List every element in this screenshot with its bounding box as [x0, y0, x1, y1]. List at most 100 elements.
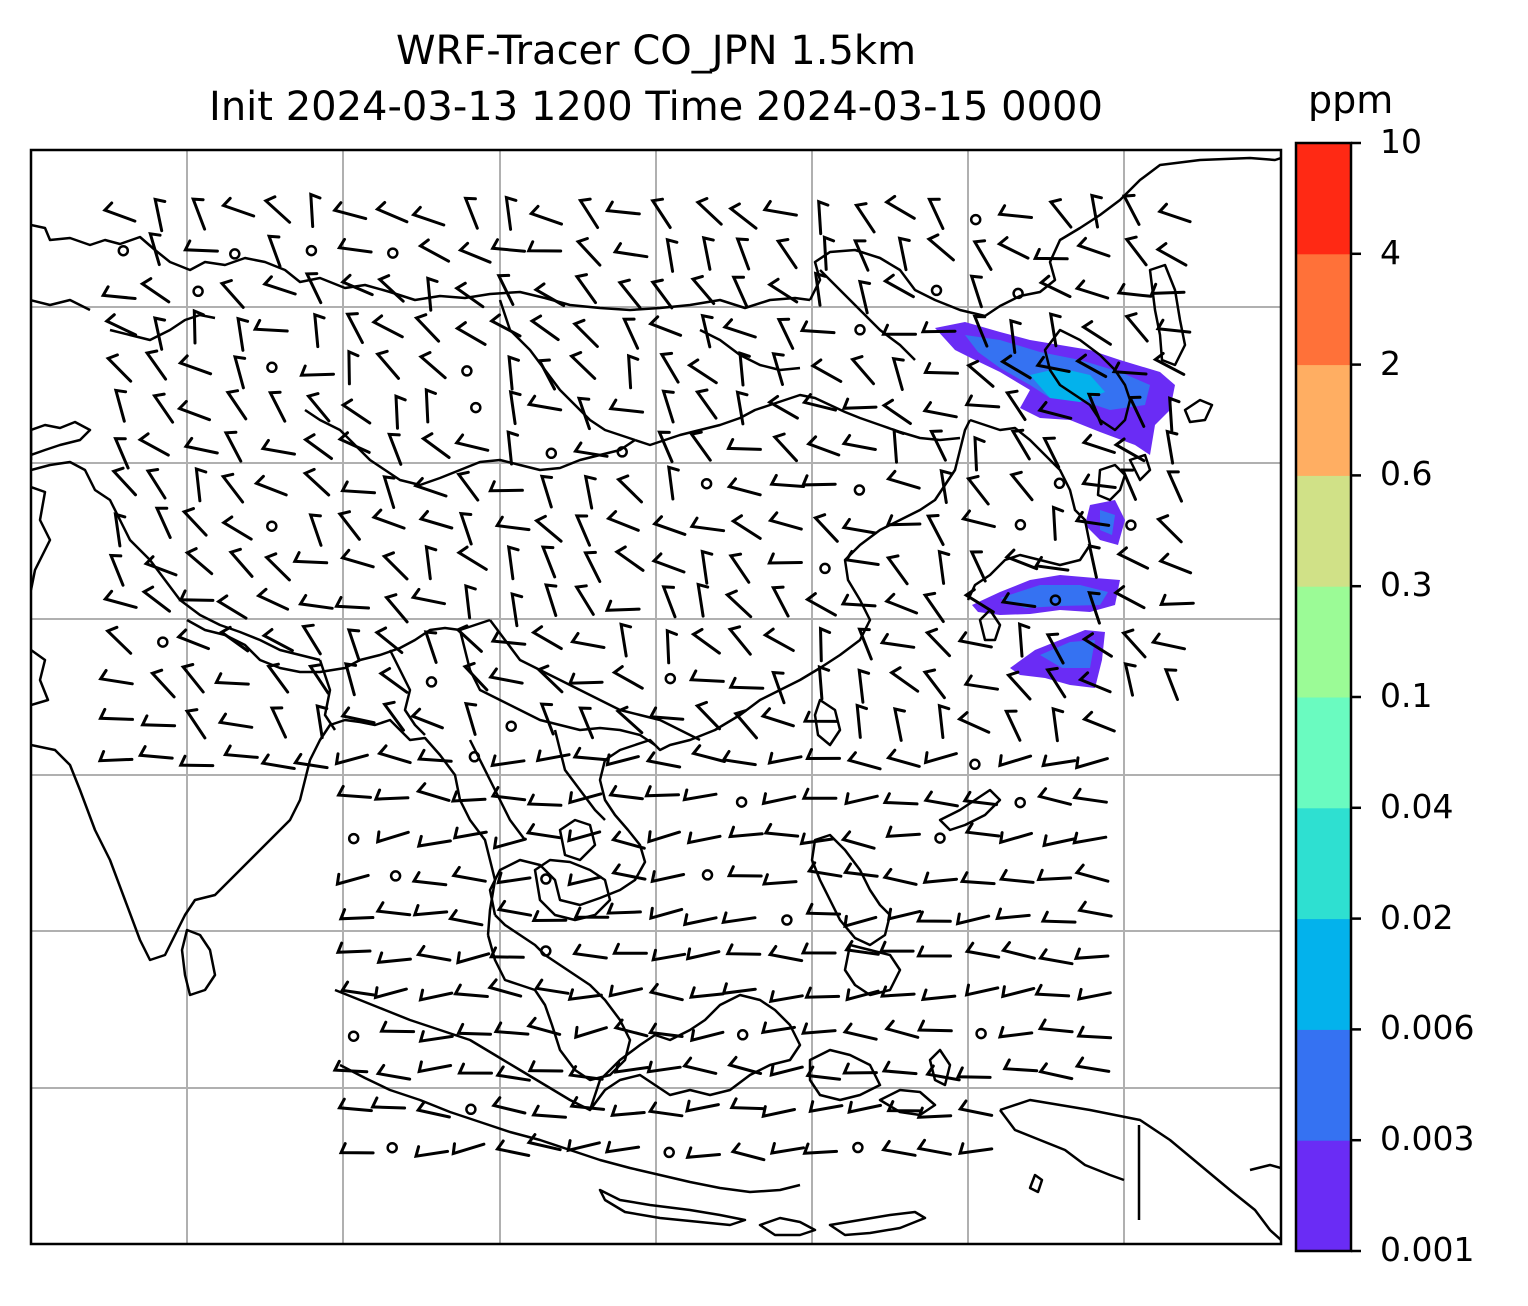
wind-barb: [526, 1133, 562, 1152]
wind-barb: [685, 1099, 720, 1113]
wind-barb: [689, 1029, 725, 1043]
map-title-line2: Init 2024-03-13 1200 Time 2024-03-15 000…: [209, 84, 1103, 130]
wind-barb: [604, 599, 641, 612]
wind-barb: [805, 902, 842, 916]
wind-barb: [456, 1022, 492, 1036]
wind-barb: [897, 236, 911, 272]
wind-barb: [920, 321, 957, 334]
wind-barb: [886, 1100, 923, 1113]
colorbar-tick-label: 10: [1380, 122, 1422, 161]
wind-barb: [840, 830, 876, 850]
wind-barb: [612, 942, 648, 955]
wind-barb: [845, 988, 880, 1002]
wind-barb: [1042, 834, 1077, 848]
wind-barb: [733, 709, 758, 740]
wind-barb: [151, 392, 175, 424]
wind-barb: [531, 910, 568, 923]
wind-barb: [1041, 754, 1077, 768]
wind-barb: [648, 315, 683, 337]
wind-barb: [998, 831, 1033, 845]
calm-wind-marker: [854, 324, 866, 336]
wind-barb: [506, 430, 520, 466]
wind-barb: [184, 547, 214, 576]
wind-barb: [926, 233, 955, 262]
wind-barb: [964, 941, 1001, 959]
wind-barb: [661, 585, 677, 619]
wind-barb: [760, 1021, 796, 1035]
wind-barb: [526, 1016, 562, 1036]
wind-barb: [525, 823, 562, 840]
wind-barb: [998, 754, 1033, 768]
wind-barb: [1086, 392, 1103, 426]
wind-barb: [878, 940, 915, 953]
wind-barb: [857, 627, 873, 661]
wind-barb: [727, 625, 752, 656]
wind-barb: [682, 913, 718, 927]
wind-barb: [1081, 632, 1113, 658]
wind-barb: [373, 788, 410, 801]
wind-barb: [689, 430, 712, 462]
wind-barb: [572, 318, 599, 348]
wind-barb: [153, 197, 167, 233]
wind-barb: [884, 1019, 920, 1039]
wind-barb: [1017, 622, 1031, 658]
wind-barb: [183, 239, 219, 253]
wind-barb: [721, 982, 757, 996]
wind-barb: [1032, 247, 1069, 261]
wind-barb: [493, 1021, 530, 1036]
wind-barb: [1002, 1058, 1039, 1073]
wind-barb: [726, 477, 762, 497]
wind-barb: [690, 627, 721, 655]
wind-barb: [1074, 1056, 1111, 1073]
wind-barb: [690, 744, 726, 763]
wind-barb: [605, 753, 640, 767]
wind-barb: [301, 623, 322, 656]
wind-barb: [853, 202, 876, 234]
wind-barb: [335, 872, 370, 887]
wind-barb: [888, 666, 920, 693]
wind-barb: [801, 393, 837, 412]
wind-barb: [892, 428, 905, 464]
wind-barb: [266, 234, 282, 268]
wind-barb: [463, 196, 479, 230]
wind-barb: [566, 1139, 601, 1153]
wind-barb: [568, 791, 603, 805]
wind-barb: [504, 195, 518, 231]
wind-barb: [965, 359, 995, 388]
wind-barb: [644, 785, 680, 798]
wind-barb: [183, 436, 219, 455]
wind-barb: [650, 197, 672, 229]
wind-barb: [881, 1060, 918, 1076]
wind-barb: [776, 317, 795, 350]
colorbar-segment: [1296, 253, 1351, 366]
colorbar-segment: [1296, 1029, 1351, 1141]
wind-barb: [1168, 396, 1181, 432]
wind-barb: [661, 389, 675, 424]
calm-wind-marker: [700, 477, 713, 490]
wind-barb: [309, 192, 322, 228]
wind-barb: [721, 911, 757, 925]
colorbar-tick-label: 0.006: [1380, 1008, 1475, 1048]
wind-barb: [490, 631, 527, 646]
wind-barb: [925, 514, 945, 546]
wind-barb: [957, 631, 993, 649]
colorbar-segment: [1296, 364, 1351, 476]
wind-barb: [108, 553, 125, 587]
wind-barb: [892, 707, 906, 742]
wind-barb: [332, 1059, 369, 1074]
wind-barb: [1076, 236, 1111, 258]
wind-barb: [923, 362, 959, 375]
wind-barb: [916, 945, 952, 958]
wind-barb: [799, 320, 836, 335]
wind-barb: [371, 508, 406, 530]
wind-barb: [735, 390, 749, 426]
wind-barb: [1081, 473, 1117, 489]
wind-barb: [997, 1025, 1034, 1039]
wind-barb: [263, 195, 292, 224]
wind-barb: [1155, 514, 1183, 544]
wind-barb: [694, 700, 721, 731]
wind-barb: [533, 514, 563, 543]
wind-barb: [567, 988, 603, 1001]
wind-barb: [463, 701, 478, 736]
calm-wind-marker: [1014, 796, 1026, 809]
